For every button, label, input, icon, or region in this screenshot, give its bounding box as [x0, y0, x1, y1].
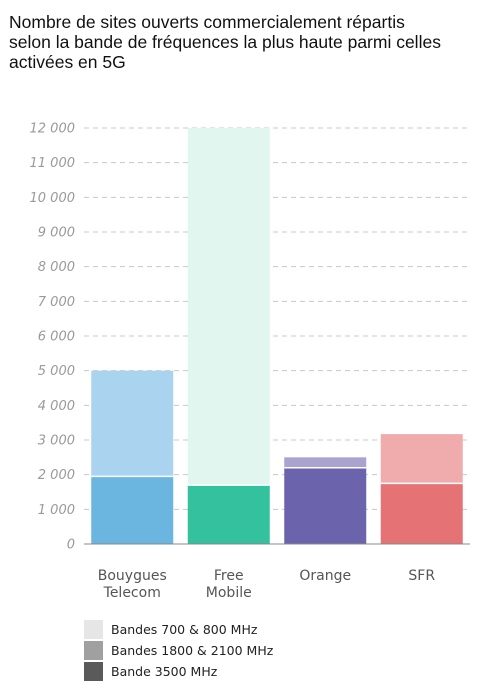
legend-swatch [84, 620, 103, 639]
y-tick-label: 10 000 [30, 191, 76, 206]
legend-item: Bandes 700 & 800 MHz [84, 619, 273, 640]
y-tick-label: 11 000 [30, 156, 76, 171]
y-tick-label: 9 000 [38, 226, 75, 241]
y-tick-label: 7 000 [38, 295, 75, 310]
legend: Bandes 700 & 800 MHz Bandes 1800 & 2100 M… [84, 619, 273, 682]
y-tick-label: 0 [67, 538, 75, 553]
y-tick-label: 4 000 [38, 399, 75, 414]
legend-label: Bandes 1800 & 2100 MHz [111, 643, 274, 658]
x-tick-label: Free [214, 568, 244, 584]
x-tick-label: Mobile [206, 585, 252, 601]
y-tick-label: 6 000 [38, 330, 75, 345]
chart-area: 0 1 000 2 000 3 000 4 000 5 000 6 000 7 000 8 00… [30, 122, 470, 601]
x-tick-label: Telecom [103, 585, 161, 601]
bar-segment [380, 434, 463, 484]
bar-segment [187, 485, 270, 544]
legend-label: Bande 3500 MHz [111, 664, 218, 679]
bar-segment [91, 370, 174, 477]
bar-segment [380, 483, 463, 544]
x-tick-label: Orange [299, 568, 351, 584]
bar-segment [284, 467, 367, 544]
bar-segment [284, 457, 367, 468]
legend-item: Bandes 1800 & 2100 MHz [84, 640, 273, 661]
legend-swatch [84, 662, 103, 681]
y-tick-label: 1 000 [38, 503, 75, 518]
legend-item: Bande 3500 MHz [84, 661, 273, 682]
y-tick-label: 12 000 [30, 122, 76, 137]
y-tick-label: 3 000 [38, 434, 75, 449]
chart-title: Nombre de sites ouverts commercialement … [9, 12, 441, 72]
y-tick-label: 5 000 [38, 364, 75, 379]
y-tick-label: 2 000 [38, 468, 75, 483]
y-axis-ticks: 0 1 000 2 000 3 000 4 000 5 000 6 000 7 000 8 00… [30, 122, 76, 553]
x-tick-label: Bouygues [98, 568, 167, 584]
legend-label: Bandes 700 & 800 MHz [111, 622, 258, 637]
y-tick-label: 8 000 [38, 260, 75, 275]
bars [91, 128, 463, 544]
bar-segment [187, 128, 270, 486]
legend-swatch [84, 641, 103, 660]
bar-segment [91, 476, 174, 544]
x-tick-label: SFR [408, 568, 435, 584]
